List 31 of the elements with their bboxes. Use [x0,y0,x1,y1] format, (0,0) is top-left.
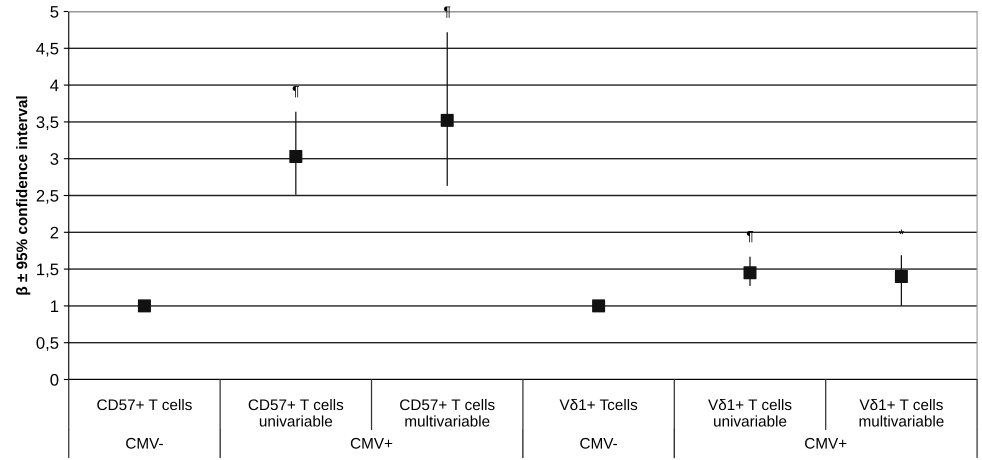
y-tick-label: 3 [50,153,58,165]
y-tick-label: 1,5 [37,264,58,278]
annotation: ¶ [444,6,450,18]
point [894,270,908,283]
x-tick-label: CD57+ T cells multivariable [400,398,495,427]
y-tick-label: 4,5 [36,42,58,56]
y-tick-label: 1 [51,300,58,312]
x-tick-label: CD57+ T cells [97,398,192,410]
text: CMV+ [350,438,392,449]
point [592,299,606,312]
x-tick-label: Vδ1+ Tcells [560,398,638,410]
x-tick-label: Vδ1+ T cells univariable [708,398,792,427]
y-tick-label: 3,5 [36,116,58,130]
y-tick-label: 4 [50,80,59,92]
y-tick-label: 2,5 [36,190,58,204]
annotation: ¶ [292,86,299,98]
y-tick-label: 2 [50,226,58,238]
y-tick-label: 5 [50,6,58,18]
x-tick-label: Vδ1+ T cells multivariable [859,398,944,427]
y-axis-title: β ± 95% confidence interval [16,96,30,295]
y-tick-label: 0 [50,374,58,386]
x-tick-label: CD57+ T cells univariable [248,398,344,427]
point [744,266,757,280]
y-tick-label: 0,5 [36,337,58,351]
text: CMV+ [805,438,846,449]
text: CMV- [580,438,618,449]
text: CMV- [126,438,163,449]
point [440,114,454,127]
point [138,299,151,312]
annotation: ¶ [746,231,754,242]
point [289,150,302,163]
